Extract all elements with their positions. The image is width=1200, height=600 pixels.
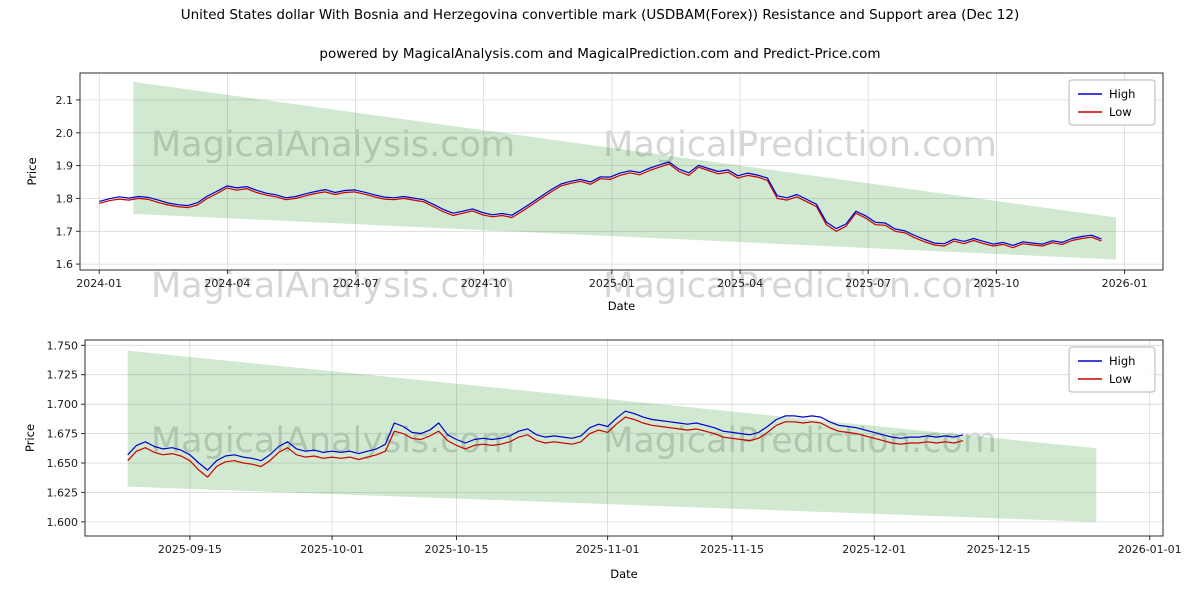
x-tick-label: 2024-01 bbox=[76, 277, 122, 290]
legend-label-high: High bbox=[1109, 87, 1135, 101]
axis-ticks: 2024-01 2024-04 2024-07 2024-10 2025-01 2025-… bbox=[56, 94, 1148, 290]
x-tick-label: 2025-04 bbox=[717, 277, 763, 290]
y-tick-label: 2.1 bbox=[56, 94, 74, 107]
y-tick-label: 1.700 bbox=[47, 398, 79, 411]
y-tick-label: 2.0 bbox=[56, 127, 74, 140]
y-tick-label: 1.7 bbox=[56, 225, 74, 238]
y-axis-label: Price bbox=[23, 424, 37, 452]
y-tick-label: 1.725 bbox=[47, 369, 79, 382]
axis-ticks: 2025-09-15 2025-10-01 2025-10-15 2025-11-01… bbox=[47, 339, 1182, 556]
y-tick-label: 1.750 bbox=[47, 339, 79, 352]
legend: High Low bbox=[1068, 346, 1156, 393]
x-tick-label: 2025-10 bbox=[973, 277, 1019, 290]
x-tick-label: 2025-12-01 bbox=[842, 543, 906, 556]
watermark-analysis: MagicalAnalysis.com bbox=[151, 125, 515, 165]
watermark-analysis: MagicalAnalysis.com bbox=[151, 421, 515, 461]
x-axis-label: Date bbox=[608, 299, 636, 313]
x-tick-label: 2024-04 bbox=[204, 277, 250, 290]
y-tick-label: 1.675 bbox=[47, 428, 79, 441]
legend: High Low bbox=[1068, 79, 1156, 126]
support-resistance-band bbox=[127, 350, 1097, 522]
y-tick-label: 1.600 bbox=[47, 516, 79, 529]
y-tick-label: 1.8 bbox=[56, 192, 74, 205]
legend-frame bbox=[1068, 79, 1156, 126]
x-tick-label: 2025-01 bbox=[589, 277, 635, 290]
x-tick-label: 2025-12-15 bbox=[967, 543, 1031, 556]
legend-frame bbox=[1068, 346, 1156, 393]
x-tick-label: 2025-11-15 bbox=[700, 543, 764, 556]
x-axis-label: Date bbox=[610, 567, 638, 581]
x-tick-label: 2025-11-01 bbox=[576, 543, 640, 556]
y-tick-label: 1.9 bbox=[56, 160, 74, 173]
x-tick-label: 2024-07 bbox=[333, 277, 379, 290]
x-tick-label: 2025-09-15 bbox=[158, 543, 222, 556]
figure-subtitle: powered by MagicalAnalysis.com and Magic… bbox=[319, 46, 881, 62]
watermark-prediction: MagicalPrediction.com bbox=[603, 125, 997, 165]
y-tick-label: 1.625 bbox=[47, 486, 79, 499]
watermark-prediction: MagicalPrediction.com bbox=[603, 266, 997, 306]
y-tick-label: 1.650 bbox=[47, 457, 79, 470]
low-line bbox=[99, 163, 1102, 249]
grid bbox=[80, 73, 1163, 270]
high-line bbox=[127, 410, 964, 471]
high-line bbox=[99, 161, 1102, 246]
plot-border bbox=[79, 72, 1164, 271]
x-tick-label: 2024-10 bbox=[461, 277, 507, 290]
x-tick-label: 2026-01 bbox=[1102, 277, 1148, 290]
y-tick-label: 1.6 bbox=[56, 258, 74, 271]
figure-title: United States dollar With Bosnia and Her… bbox=[180, 7, 1020, 23]
grid bbox=[85, 340, 1163, 536]
legend-label-high: High bbox=[1109, 354, 1135, 368]
support-resistance-band bbox=[133, 81, 1116, 260]
x-tick-label: 2025-07 bbox=[845, 277, 891, 290]
plot-border bbox=[84, 339, 1164, 537]
low-line bbox=[127, 416, 964, 478]
x-tick-label: 2025-10-15 bbox=[425, 543, 489, 556]
legend-label-low: Low bbox=[1109, 372, 1132, 386]
top-chart: 2024-01 2024-04 2024-07 2024-10 2025-01 2025-… bbox=[25, 72, 1164, 313]
x-tick-label: 2025-10-01 bbox=[300, 543, 364, 556]
bottom-chart: 2025-09-15 2025-10-01 2025-10-15 2025-11-01… bbox=[23, 339, 1182, 581]
y-axis-label: Price bbox=[25, 157, 39, 185]
x-tick-label: 2026-01-01 bbox=[1118, 543, 1182, 556]
watermark-analysis: MagicalAnalysis.com bbox=[151, 266, 515, 306]
legend-label-low: Low bbox=[1109, 105, 1132, 119]
